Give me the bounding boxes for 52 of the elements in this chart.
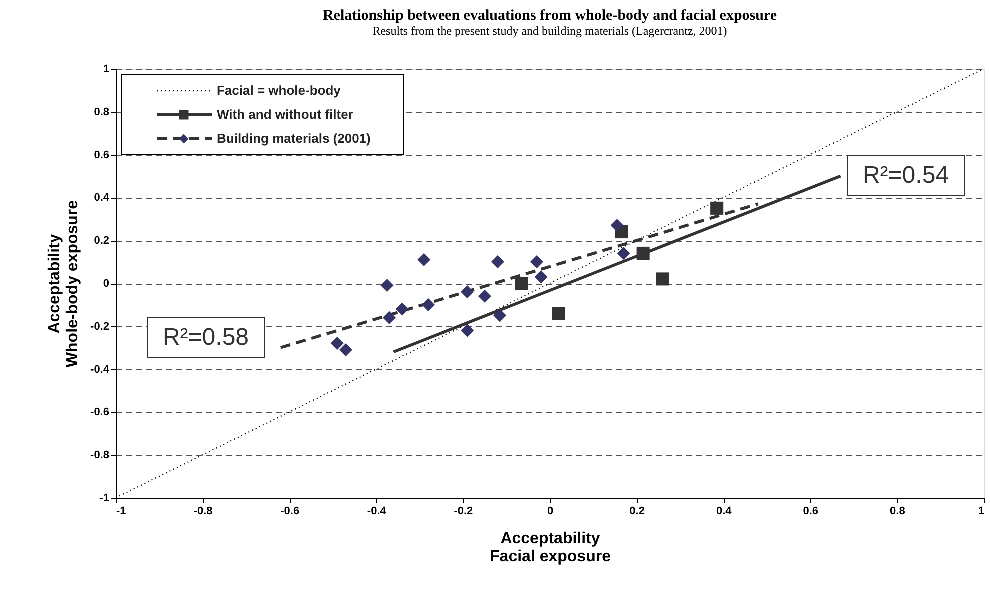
point <box>494 309 507 322</box>
y-tick-label: -0.8 <box>90 450 110 462</box>
point <box>515 276 528 290</box>
y-tick-label: 0.8 <box>94 106 110 118</box>
y-tick-label: 0.4 <box>94 192 110 204</box>
legend-label: Building materials (2001) <box>217 131 371 146</box>
point <box>380 279 394 292</box>
point <box>552 307 566 320</box>
x-tick-label: -0.4 <box>367 506 388 518</box>
y-tick-label: -0.2 <box>90 320 110 333</box>
x-tick-label: -0.8 <box>194 506 213 518</box>
point <box>396 302 409 316</box>
y-tick-label: -0.4 <box>90 364 110 376</box>
x-tick-label: 0.8 <box>890 506 906 518</box>
y-tick-label: -1 <box>100 492 110 504</box>
legend-label: Facial = whole-body <box>217 83 342 98</box>
point <box>610 219 624 232</box>
point <box>382 311 396 324</box>
point <box>530 256 544 269</box>
point <box>461 286 474 299</box>
y-tick-label: 0 <box>103 278 110 290</box>
x-axis-title: Acceptability Facial exposure <box>490 530 612 566</box>
point <box>656 272 670 286</box>
y-tick-label: 0.6 <box>94 149 110 162</box>
x-tick-label: 0.4 <box>716 506 733 518</box>
chart-title: Relationship between evaluations from whole-body and facial exposure <box>322 8 778 24</box>
x-tick-label: -0.6 <box>280 506 300 518</box>
point <box>710 202 724 215</box>
x-tick-label: 0.6 <box>803 506 819 518</box>
x-tick-label: 0.2 <box>630 506 645 518</box>
point <box>461 324 474 338</box>
y-tick-label: 1 <box>103 64 110 76</box>
point <box>617 246 630 260</box>
y-tick-label: -0.6 <box>90 406 110 419</box>
x-tick-label: -0.2 <box>454 506 474 518</box>
x-tick-label: -1 <box>116 506 126 518</box>
chart-subtitle: Results from the present study and building materials (Lagercrantz, 2001) <box>372 24 728 38</box>
point <box>636 246 650 260</box>
point <box>340 343 353 357</box>
y-axis-title: Acceptability Whole-body exposure <box>46 200 82 368</box>
y-tick-label: 0.2 <box>94 235 110 248</box>
point <box>534 270 548 284</box>
point <box>422 298 435 312</box>
point <box>491 256 504 269</box>
annotation: R²=0.54 <box>862 162 950 189</box>
x-tick-label: 0 <box>547 506 554 518</box>
point <box>330 337 344 350</box>
legend-label: With and without filter <box>217 107 354 122</box>
point <box>478 290 492 303</box>
annotation: R²=0.58 <box>162 324 250 351</box>
point <box>418 253 431 266</box>
x-tick-label: 1 <box>978 506 984 518</box>
